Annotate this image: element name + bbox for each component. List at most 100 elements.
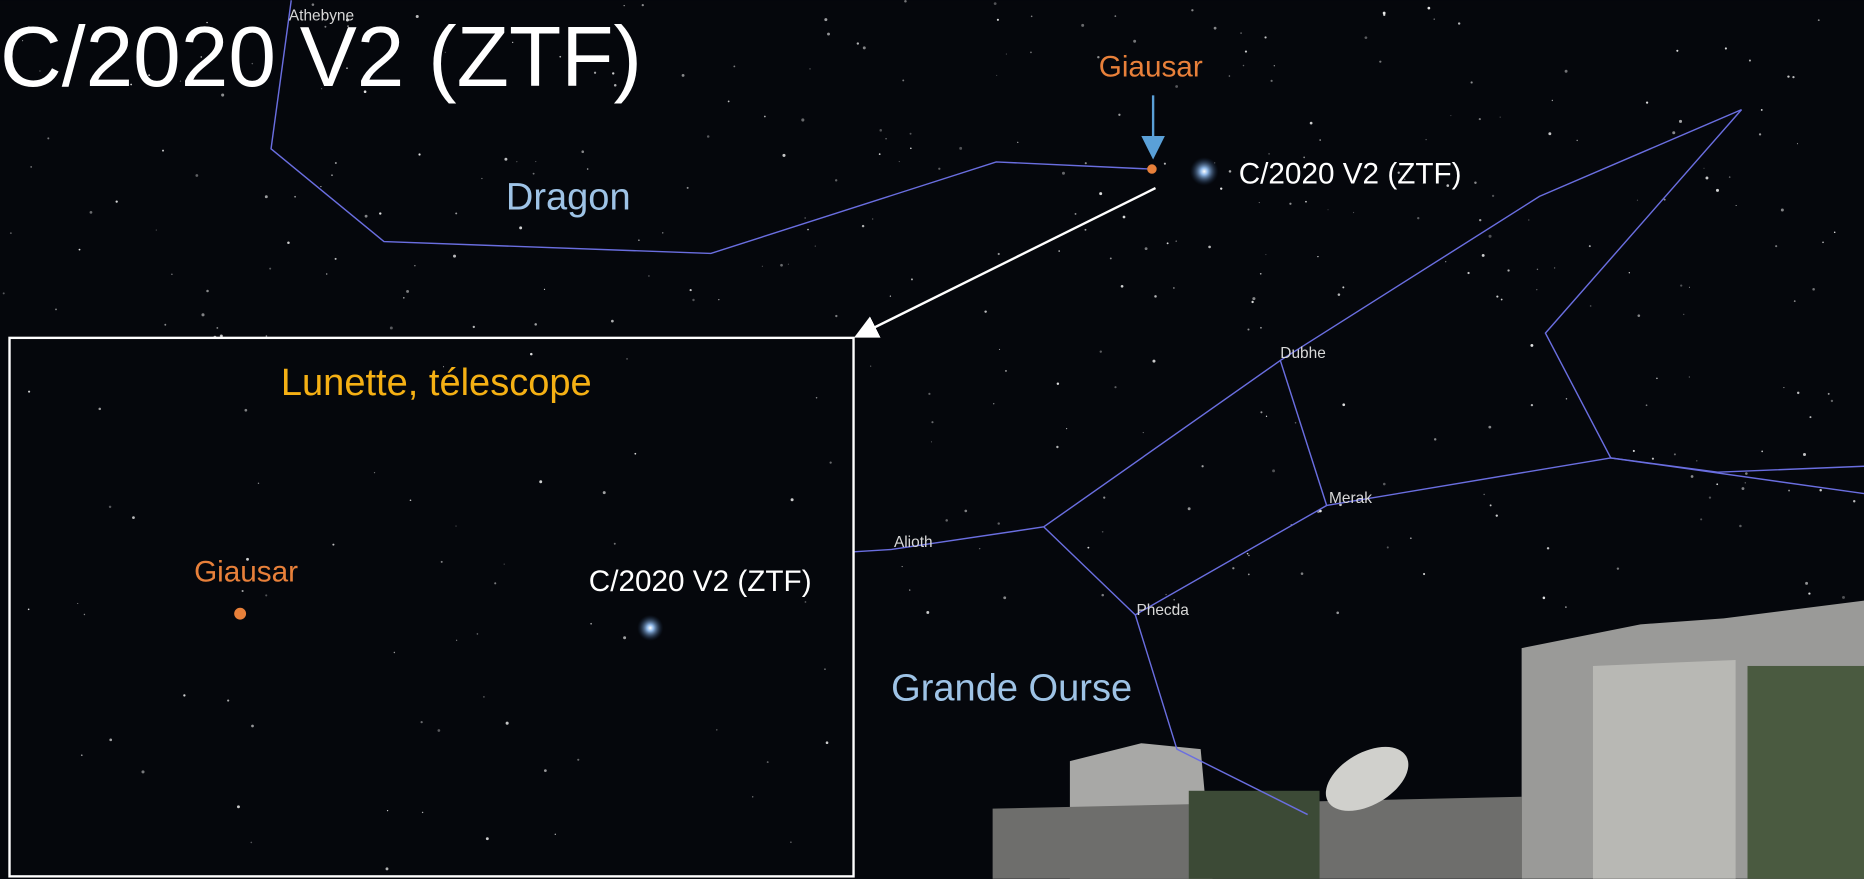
star xyxy=(1531,404,1533,406)
star xyxy=(1145,247,1148,250)
star xyxy=(1729,176,1731,178)
star xyxy=(1566,398,1567,399)
star xyxy=(687,187,689,189)
star xyxy=(533,173,535,175)
star xyxy=(1808,592,1810,594)
star xyxy=(1201,465,1203,467)
star xyxy=(1103,497,1105,499)
star xyxy=(1353,212,1354,213)
star xyxy=(1787,75,1789,77)
star xyxy=(1173,599,1175,601)
comet-label: C/2020 V2 (ZTF) xyxy=(1239,157,1462,190)
star xyxy=(1259,202,1260,203)
star xyxy=(1434,19,1435,20)
star xyxy=(441,561,443,563)
star xyxy=(477,633,479,635)
star xyxy=(910,147,912,149)
star xyxy=(456,640,457,641)
star xyxy=(634,453,636,455)
star xyxy=(870,366,871,367)
star xyxy=(1121,285,1124,288)
star xyxy=(1803,453,1806,456)
star xyxy=(1488,426,1491,429)
star xyxy=(1114,386,1116,388)
star xyxy=(539,480,542,483)
star xyxy=(1110,257,1112,259)
star xyxy=(910,133,912,135)
star xyxy=(406,290,409,293)
star xyxy=(332,544,334,546)
star xyxy=(824,668,825,669)
star xyxy=(1834,232,1836,234)
star-label: Merak xyxy=(1329,490,1372,507)
star xyxy=(1809,416,1811,418)
comet xyxy=(637,615,663,641)
star xyxy=(335,258,337,260)
star xyxy=(764,116,766,118)
star xyxy=(237,805,240,808)
star xyxy=(1057,383,1059,385)
star xyxy=(1031,16,1033,18)
star xyxy=(1537,269,1538,270)
star xyxy=(1489,235,1492,238)
star xyxy=(1672,131,1675,134)
star xyxy=(1656,378,1657,379)
star xyxy=(156,230,157,231)
star xyxy=(1260,411,1262,413)
star xyxy=(1761,451,1763,453)
star xyxy=(1547,547,1549,549)
star xyxy=(1229,170,1232,173)
star xyxy=(577,759,579,761)
star xyxy=(1576,140,1577,141)
star xyxy=(902,566,903,567)
star xyxy=(1301,572,1304,575)
star xyxy=(718,299,719,300)
star xyxy=(624,5,625,6)
star xyxy=(1543,597,1546,600)
star xyxy=(611,320,614,323)
star xyxy=(1240,32,1241,33)
star xyxy=(1589,245,1591,247)
star xyxy=(1410,537,1412,539)
star xyxy=(1114,15,1116,17)
star xyxy=(437,729,440,732)
star xyxy=(1492,195,1494,197)
star xyxy=(1252,297,1255,300)
star xyxy=(1338,293,1341,296)
star xyxy=(1251,301,1253,303)
star xyxy=(879,129,882,132)
star xyxy=(10,232,12,234)
star xyxy=(1696,460,1697,461)
star xyxy=(519,226,522,229)
star xyxy=(265,195,268,198)
star xyxy=(638,239,640,241)
star xyxy=(455,212,457,214)
star xyxy=(938,168,940,170)
star xyxy=(1749,60,1751,62)
star xyxy=(1637,200,1638,201)
star xyxy=(662,232,663,233)
star xyxy=(872,218,873,219)
star xyxy=(1328,209,1329,210)
star xyxy=(885,138,886,139)
star xyxy=(1482,254,1485,257)
star-marker xyxy=(234,608,246,620)
star xyxy=(534,323,537,326)
star xyxy=(801,118,804,121)
star xyxy=(98,408,101,411)
star xyxy=(221,335,222,336)
star xyxy=(1017,142,1018,143)
star xyxy=(1417,217,1419,219)
star xyxy=(162,150,164,152)
star xyxy=(890,296,891,297)
star xyxy=(1260,273,1262,275)
star xyxy=(1164,163,1166,165)
star xyxy=(116,200,118,202)
star xyxy=(1739,525,1742,528)
star xyxy=(1496,515,1498,517)
star-label: Alioth xyxy=(894,534,933,551)
star xyxy=(1831,400,1833,402)
star xyxy=(1689,377,1690,378)
star xyxy=(1479,219,1481,221)
star xyxy=(141,770,144,773)
